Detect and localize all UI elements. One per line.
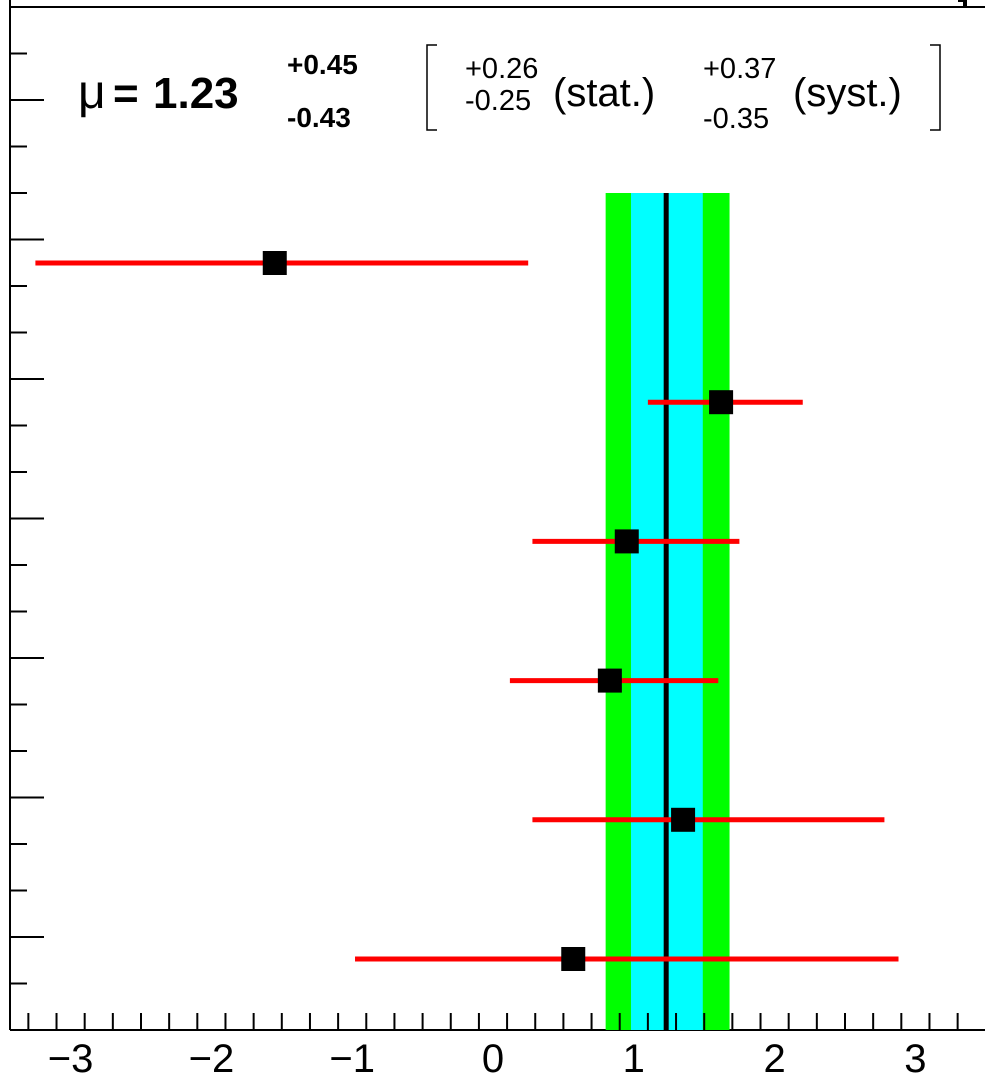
x-axis-tick-labels: −3 −2 −1 0 1 2 3 [48, 1037, 927, 1078]
x-tick-label: −2 [189, 1037, 235, 1078]
right-bracket [930, 44, 941, 131]
x-tick-label: 2 [763, 1037, 785, 1078]
mu-symbol: μ [78, 66, 106, 119]
total-error-down: -0.43 [287, 102, 351, 133]
marker-3 [614, 529, 639, 554]
syst-label: (syst.) [793, 71, 902, 115]
plot-frame [9, 0, 985, 1031]
marker-2 [709, 390, 734, 415]
x-tick-label: 0 [482, 1037, 504, 1078]
stat-label: (stat.) [553, 71, 655, 115]
syst-error-down: -0.35 [703, 103, 769, 135]
x-tick-label: 3 [904, 1037, 926, 1078]
top-right-bracket-fragment [958, 0, 967, 7]
uncertainty-bands [605, 193, 730, 1030]
data-points [35, 251, 899, 971]
syst-error-up: +0.37 [703, 53, 776, 85]
mu-value: 1.23 [153, 69, 239, 118]
left-bracket [426, 44, 437, 131]
x-axis-ticks [27, 1013, 959, 1030]
stat-error-down: -0.25 [465, 85, 531, 117]
x-tick-label: 1 [623, 1037, 645, 1078]
stat-error-up: +0.26 [465, 53, 538, 85]
marker-5 [671, 807, 696, 832]
y-axis-ticks [10, 52, 44, 985]
x-tick-label: −1 [329, 1037, 375, 1078]
marker-4 [597, 668, 622, 693]
mu-equals: = [113, 69, 139, 118]
combined-result-annotation: μ = 1.23 +0.45 -0.43 +0.26 -0.25 (stat.)… [78, 44, 941, 135]
total-error-up: +0.45 [287, 49, 358, 80]
marker-6 [561, 947, 586, 971]
marker-1 [262, 251, 287, 275]
x-tick-label: −3 [48, 1037, 94, 1078]
